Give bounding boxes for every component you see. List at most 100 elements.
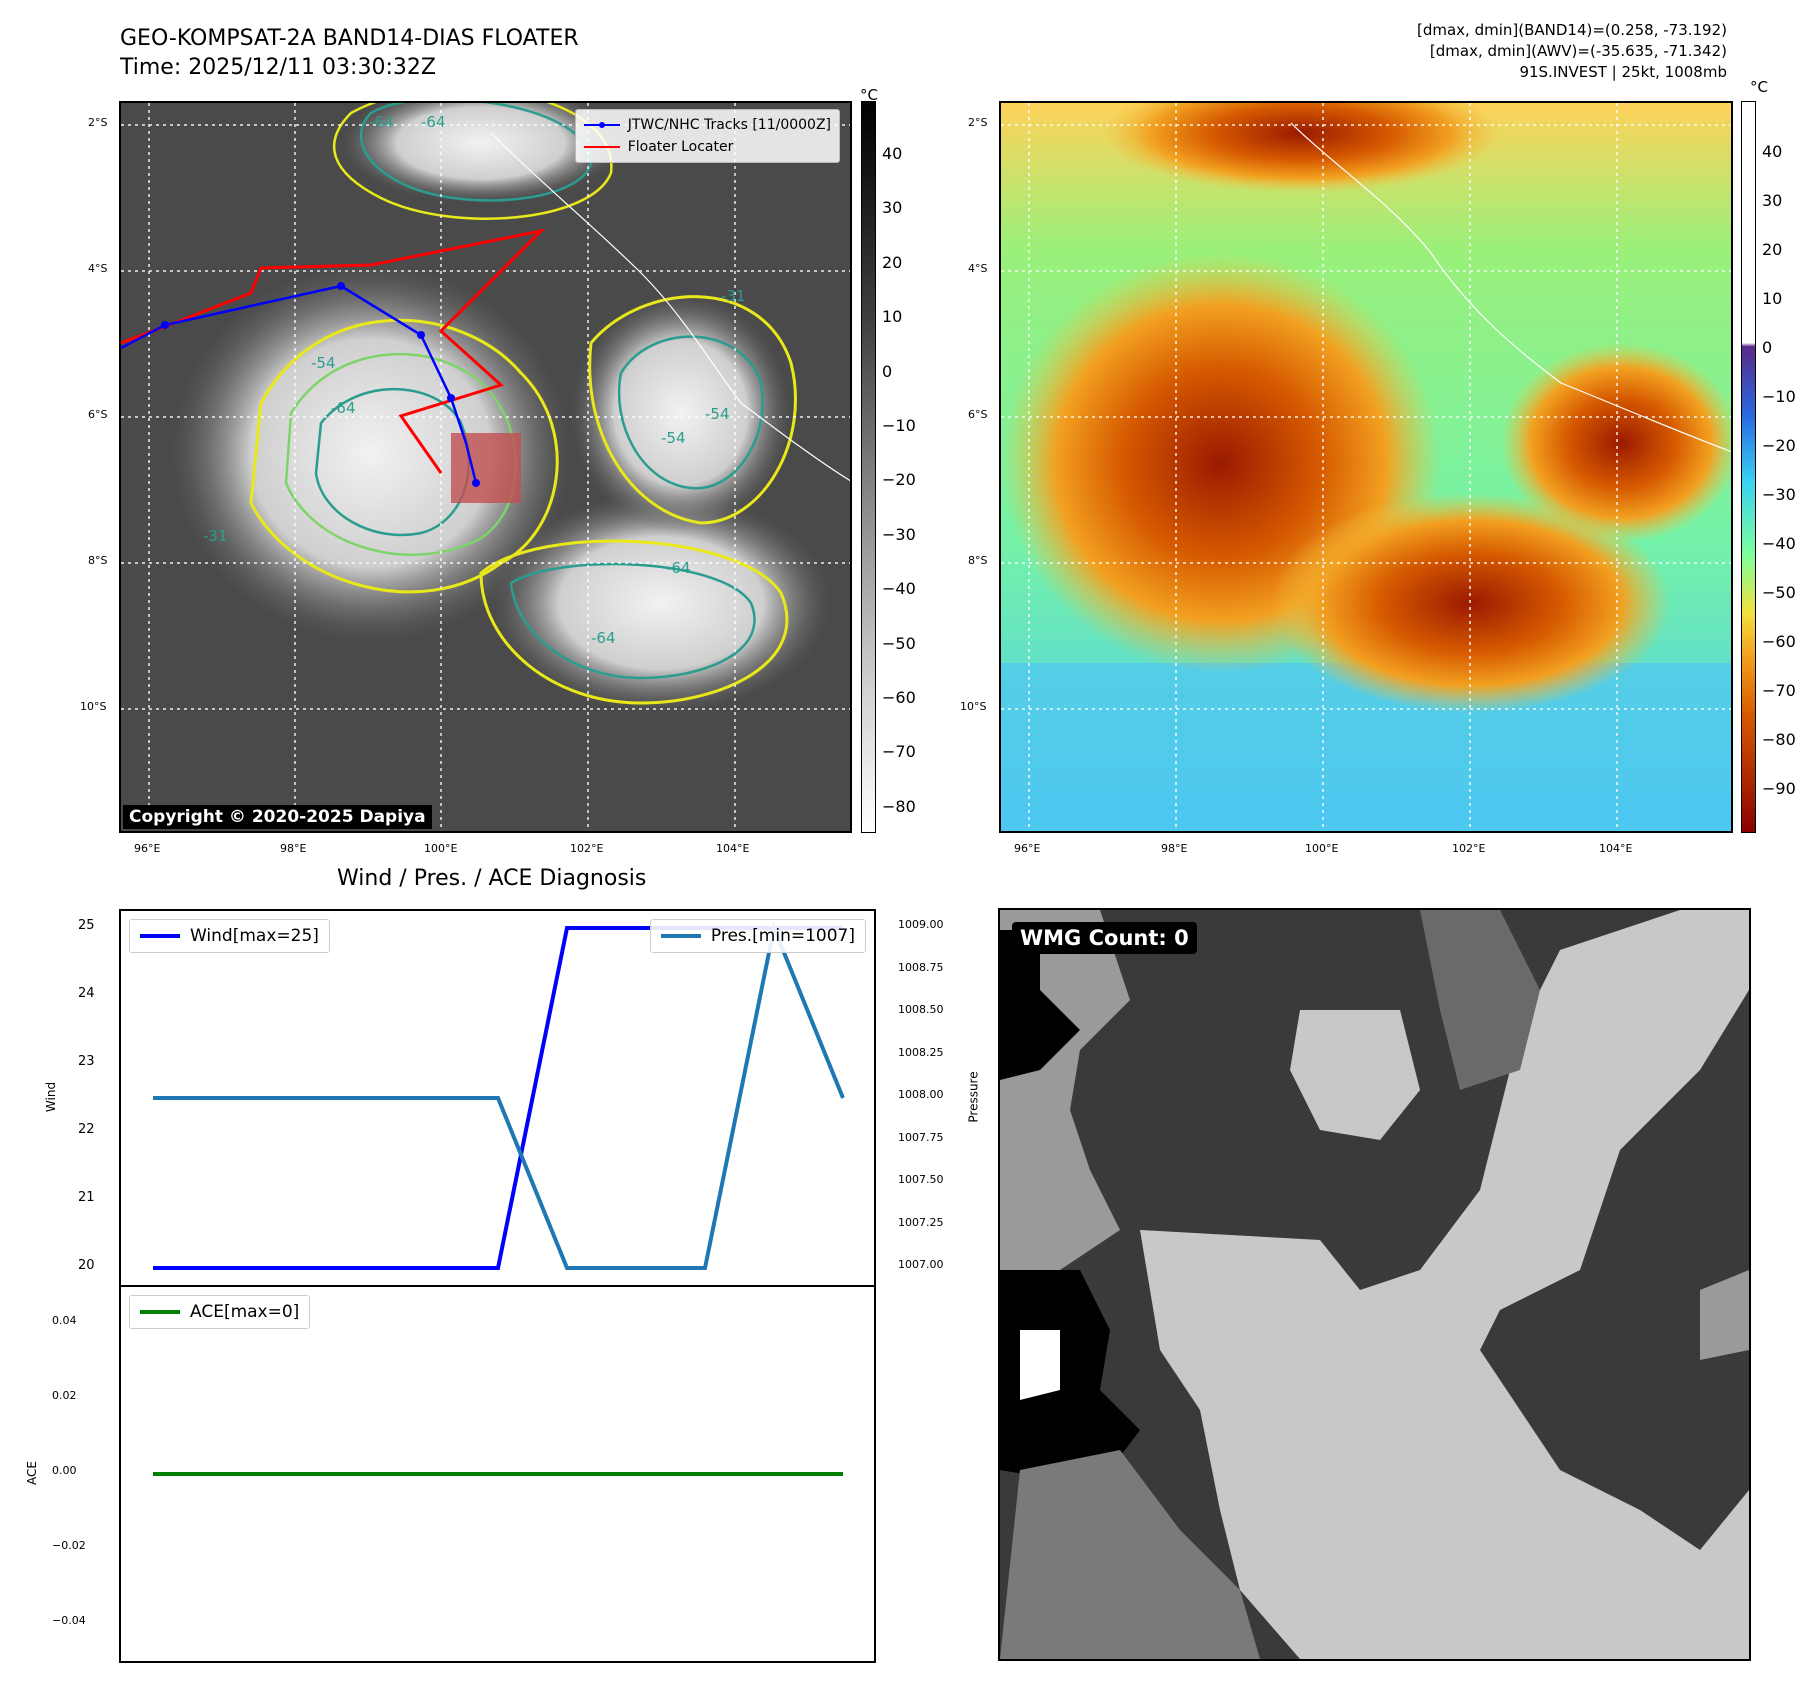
colorbar-left-tick: −50 — [882, 633, 916, 653]
colorbar-right-tick: 30 — [1762, 191, 1783, 210]
band14-map-panel: -64 -54 -64 -64 -54 -64 -64 -31 -31 -54 … — [119, 101, 852, 833]
diagnosis-title: Wind / Pres. / ACE Diagnosis — [337, 866, 647, 891]
cloud-east — [571, 293, 791, 533]
lat-tick: 10°S — [80, 700, 107, 713]
colorbar-left-tick: −30 — [882, 524, 916, 544]
wind-ytick: 20 — [78, 1258, 95, 1273]
legend-tracks-label: JTWC/NHC Tracks [11/0000Z] — [627, 117, 831, 133]
colorbar-right — [1741, 101, 1756, 833]
colorbar-left-tick: 40 — [882, 144, 903, 163]
wind-pres-plot — [153, 921, 845, 1270]
contour-yellow-core — [249, 318, 559, 594]
colorbar-left-tick: −60 — [882, 688, 916, 707]
colorbar-left-unit: °C — [860, 86, 878, 104]
wmg-white-w — [1020, 1330, 1060, 1400]
legend-entry-tracks: JTWC/NHC Tracks [11/0000Z] — [583, 114, 831, 136]
awv-east-band — [1501, 343, 1731, 543]
contour-label: -64 — [591, 629, 616, 647]
lat-tick: 6°S — [968, 408, 988, 421]
contour-teal-south — [509, 562, 756, 680]
ace-ytick: 0.02 — [52, 1389, 77, 1403]
colorbar-right-tick: −10 — [1762, 387, 1796, 406]
pressure-series-line — [153, 921, 845, 1270]
colorbar-left — [861, 101, 876, 833]
lon-tick: 102°E — [1452, 842, 1486, 855]
band14-map: -64 -54 -64 -64 -54 -64 -64 -31 -31 -54 — [121, 103, 850, 831]
jtwc-track-points — [161, 282, 480, 487]
colorbar-left-tick: −10 — [882, 416, 916, 435]
ace-ytick: −0.04 — [52, 1613, 86, 1627]
figure-title: GEO-KOMPSAT-2A BAND14-DIAS FLOATER — [120, 26, 579, 51]
contour-label: -64 — [331, 399, 356, 417]
legend-floater-swatch — [583, 146, 620, 148]
lon-tick: 96°E — [1014, 842, 1041, 855]
pressure-legend: Pres.[min=1007] — [649, 919, 866, 953]
wind-ytick: 21 — [78, 1190, 95, 1205]
wmg-black-nw — [1000, 930, 1080, 1080]
pressure-ytick: 1007.25 — [898, 1215, 944, 1229]
ace-axis-label: ACE — [24, 1461, 39, 1485]
colorbar-right-tick: −60 — [1762, 632, 1796, 651]
wmg-count-badge: WMG Count: 0 — [1012, 922, 1197, 954]
lon-tick: 104°E — [1599, 842, 1633, 855]
pressure-ytick: 1007.75 — [898, 1130, 944, 1144]
awv-south-band — [1271, 493, 1671, 713]
contour-yellow-east — [588, 295, 797, 525]
colorbar-right-tick: −80 — [1762, 730, 1796, 749]
pressure-axis-label: Pressure — [966, 1071, 981, 1123]
wind-ytick: 25 — [78, 918, 95, 933]
lon-tick: 100°E — [1305, 842, 1339, 855]
pressure-legend-label: Pres.[min=1007] — [710, 926, 855, 946]
contour-label: -64 — [369, 113, 394, 131]
pressure-ytick: 1008.25 — [898, 1045, 944, 1059]
lat-tick: 4°S — [88, 262, 108, 275]
awv-map — [1001, 103, 1731, 831]
wind-axis-label: Wind — [44, 1081, 59, 1113]
pressure-ytick: 1007.50 — [898, 1173, 944, 1186]
lon-tick: 104°E — [716, 842, 750, 855]
ace-ytick: 0.00 — [52, 1464, 77, 1477]
wind-legend-swatch — [140, 934, 180, 938]
lon-tick: 102°E — [570, 842, 604, 855]
lat-tick: 2°S — [968, 116, 988, 129]
ace-legend-label: ACE[max=0] — [190, 1302, 300, 1322]
awv-range: [dmax, dmin](AWV)=(-35.635, -71.342) — [1429, 42, 1727, 60]
copyright-label: Copyright © 2020-2025 Dapiya — [123, 805, 432, 829]
contour-teal-north — [359, 103, 593, 202]
band14-range: [dmax, dmin](BAND14)=(0.258, -73.192) — [1416, 21, 1727, 39]
pressure-ytick: 1008.75 — [898, 960, 944, 974]
contour-label: -54 — [311, 354, 336, 372]
map-legend: JTWC/NHC Tracks [11/0000Z] Floater Locat… — [574, 109, 840, 163]
storm-info: 91S.INVEST | 25kt, 1008mb — [1519, 63, 1727, 81]
legend-tracks-swatch — [583, 122, 620, 128]
ace-panel: ACE[max=0] — [119, 1285, 876, 1663]
ace-legend: ACE[max=0] — [129, 1295, 311, 1329]
wmg-bright-band — [1140, 910, 1749, 1659]
wmg-image — [1000, 910, 1749, 1659]
floater-box — [451, 433, 521, 503]
pressure-ytick: 1007.00 — [898, 1258, 944, 1271]
wmg-gray-sw — [1000, 1450, 1260, 1659]
wind-ytick: 24 — [78, 986, 95, 1001]
colorbar-right-unit: °C — [1750, 78, 1768, 96]
lon-tick: 100°E — [424, 842, 458, 855]
contour-label: -64 — [666, 559, 691, 577]
colorbar-right-tick: 20 — [1762, 240, 1783, 259]
lat-tick: 10°S — [960, 700, 987, 713]
colorbar-left-tick: 0 — [882, 361, 893, 381]
colorbar-left-tick: 10 — [882, 307, 903, 327]
colorbar-right-tick: −30 — [1762, 485, 1796, 504]
contour-label: -54 — [705, 405, 730, 423]
legend-entry-floater: Floater Locater — [583, 136, 831, 158]
contour-label: -31 — [203, 527, 228, 545]
colorbar-right-tick: −50 — [1762, 583, 1796, 602]
wind-ytick: 22 — [78, 1122, 95, 1137]
lon-tick: 98°E — [280, 842, 307, 855]
colorbar-right-tick: −20 — [1762, 436, 1796, 455]
contour-yellow-south — [479, 539, 789, 705]
wmg-gray-east — [1700, 1270, 1749, 1360]
lat-tick: 8°S — [968, 554, 988, 567]
lon-tick: 96°E — [134, 842, 161, 855]
wmg-panel: WMG Count: 0 — [998, 908, 1751, 1661]
pressure-ytick: 1008.50 — [898, 1003, 944, 1016]
